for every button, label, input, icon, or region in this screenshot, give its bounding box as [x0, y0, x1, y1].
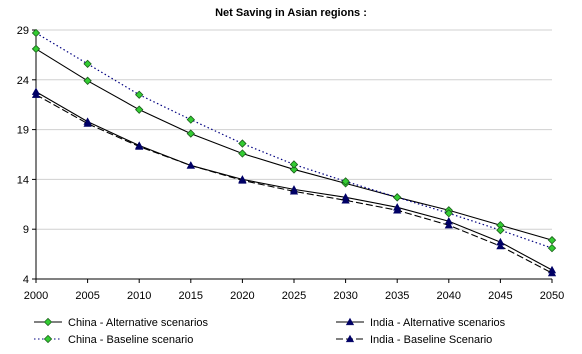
x-tick-label: 2010 [127, 290, 151, 302]
data-point-2 [444, 209, 453, 218]
data-point-4 [496, 241, 505, 250]
data-point-4 [31, 90, 41, 98]
data-point-4 [444, 220, 453, 229]
legend-marker-4 [345, 334, 355, 343]
data-point-2 [238, 139, 247, 148]
x-tick-label: 2025 [282, 290, 306, 302]
data-point-4 [83, 119, 92, 127]
chart-title: Net Saving in Asian regions : [215, 7, 367, 19]
x-tick-label: 2005 [75, 290, 99, 302]
data-point-1 [186, 129, 195, 138]
x-tick-label: 2000 [24, 290, 48, 302]
data-point-2 [31, 28, 41, 38]
x-tick-label: 2050 [540, 290, 564, 302]
y-tick-label: 29 [17, 25, 29, 37]
data-point-1 [135, 105, 144, 114]
legend-label-2: China - Baseline scenario [68, 334, 193, 346]
data-point-1 [289, 165, 299, 174]
data-point-4 [341, 196, 350, 204]
x-tick-label: 2035 [385, 290, 409, 302]
grid-lines [36, 29, 552, 280]
y-tick-label: 24 [17, 75, 29, 87]
x-tick-label: 2040 [437, 290, 461, 302]
data-point-1 [83, 76, 92, 85]
y-tick-label: 9 [23, 224, 29, 236]
series-line-3 [35, 91, 553, 271]
data-point-4 [238, 176, 247, 184]
x-tick-label: 2030 [333, 290, 357, 302]
data-point-2 [393, 193, 402, 202]
legend-marker-2 [43, 334, 53, 344]
data-point-2 [289, 160, 299, 169]
x-tick-label: 2015 [179, 290, 203, 302]
data-point-4 [547, 268, 557, 277]
data-point-2 [547, 243, 557, 253]
data-point-2 [496, 226, 505, 235]
legend-label-4: India - Baseline Scenario [370, 334, 492, 346]
data-point-2 [135, 90, 144, 99]
series-line-1 [35, 48, 553, 241]
data-point-4 [289, 187, 299, 195]
data-point-4 [393, 206, 402, 214]
x-tick-label: 2020 [230, 290, 254, 302]
y-tick-label: 19 [17, 125, 29, 137]
series-line-4 [35, 94, 553, 274]
data-point-1 [238, 149, 247, 158]
legend-label-1: China - Alternative scenarios [68, 317, 209, 329]
series-group [31, 28, 557, 277]
data-point-1 [547, 235, 557, 245]
series-line-2 [35, 32, 553, 249]
y-tick-label: 14 [17, 174, 29, 186]
data-point-1 [31, 44, 41, 54]
data-point-4 [186, 161, 195, 169]
data-point-4 [135, 142, 144, 150]
data-point-2 [186, 115, 195, 124]
legend: China - Alternative scenarios India - Alt… [34, 317, 506, 346]
axes: 4 9 14 19 24 29 2000 2005 2010 2015 2020 2025 2030 20… [17, 25, 564, 302]
y-tick-label: 4 [23, 274, 29, 286]
data-point-2 [341, 177, 350, 186]
legend-marker-1 [43, 317, 53, 327]
legend-marker-3 [345, 317, 355, 326]
legend-label-3: India - Alternative scenarios [370, 317, 506, 329]
x-tick-label: 2045 [488, 290, 512, 302]
data-point-2 [83, 59, 92, 69]
